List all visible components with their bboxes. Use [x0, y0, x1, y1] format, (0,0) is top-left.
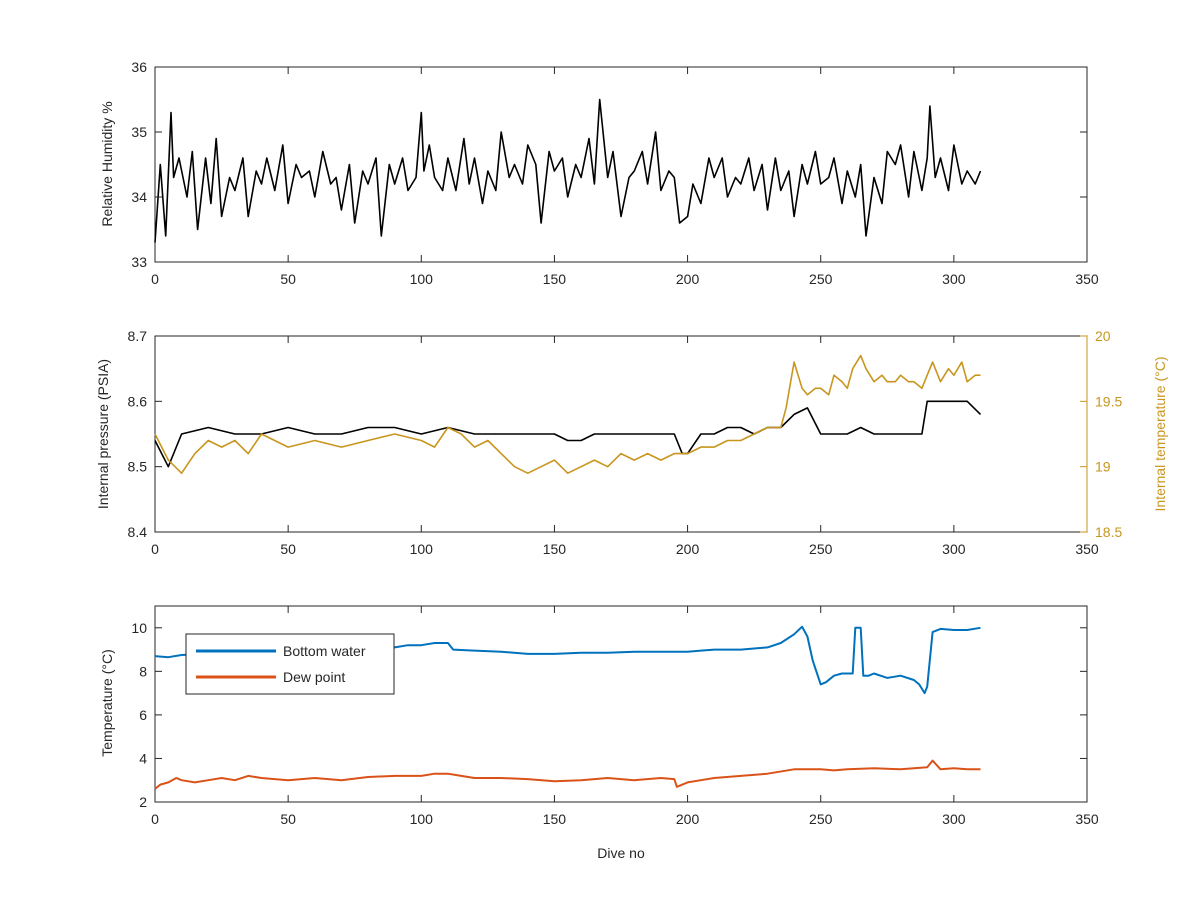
humidity-series-layer [154, 98, 982, 243]
right-y-tick-label: 20 [1095, 328, 1111, 344]
legend-box [185, 633, 395, 695]
y-tick-label: 8.5 [128, 459, 148, 475]
internal-temperature-series-line [154, 354, 981, 475]
legend-label-dew-point: Dew point [283, 669, 345, 685]
temperature-y-ticks: 2 4 6 8 10 [131, 620, 1087, 810]
right-y-tick-label: 19 [1095, 459, 1111, 475]
x-tick-label: 150 [543, 811, 567, 827]
y-tick-label: 8.7 [128, 328, 148, 344]
y-tick-label: 4 [139, 750, 147, 766]
x-tick-label: 350 [1075, 271, 1099, 287]
x-tick-label: 300 [942, 541, 966, 557]
x-tick-label: 100 [410, 271, 434, 287]
pressure-series-line [154, 400, 982, 468]
right-y-tick-label: 19.5 [1095, 393, 1122, 409]
x-tick-label: 150 [543, 271, 567, 287]
legend-label-bottom-water: Bottom water [283, 643, 366, 659]
y-tick-label: 8 [139, 663, 147, 679]
pressure-y-ticks: 8.4 8.5 8.6 8.7 [128, 328, 162, 540]
x-tick-label: 50 [280, 271, 296, 287]
dew-point-series-line [154, 759, 981, 790]
x-tick-label: 200 [676, 541, 700, 557]
x-tick-label: 250 [809, 271, 833, 287]
temperature-right-y-ticks: 18.5 19 19.5 20 [1080, 328, 1122, 540]
y-tick-label: 33 [131, 254, 147, 270]
pressure-panel: 0 50 100 150 200 250 300 350 8.48.58.68.7 18.51… [95, 328, 1168, 557]
x-tick-label: 100 [410, 811, 434, 827]
x-tick-label: 100 [410, 541, 434, 557]
x-tick-label: 150 [543, 541, 567, 557]
x-tick-label: 50 [280, 811, 296, 827]
y-tick-label: 35 [131, 124, 147, 140]
y-tick-label: 8.4 [128, 524, 148, 540]
y-tick-label: 36 [131, 59, 147, 75]
y-tick-label: 6 [139, 707, 147, 723]
x-tick-label: 250 [809, 811, 833, 827]
x-tick-label: 0 [151, 811, 159, 827]
y-tick-label: 2 [139, 794, 147, 810]
humidity-x-ticks: 0 50 100 150 200 250 300 350 [151, 67, 1099, 287]
pressure-x-ticks: 0 50 100 150 200 250 300 350 [151, 336, 1099, 557]
x-tick-label: 350 [1075, 541, 1099, 557]
y-tick-label: 34 [131, 189, 147, 205]
humidity-series-line [154, 98, 982, 243]
x-tick-label: 350 [1075, 811, 1099, 827]
humidity-y-ticks: 33 34 35 36 [131, 59, 1087, 270]
x-tick-label: 50 [280, 541, 296, 557]
humidity-axes-frame [154, 66, 1088, 263]
x-tick-label: 0 [151, 541, 159, 557]
temperature-x-ticks: 0 50 100 150 200 250 300 350 [151, 606, 1099, 827]
x-tick-label: 0 [151, 271, 159, 287]
x-tick-label: 300 [942, 811, 966, 827]
pressure-series-layer [154, 354, 982, 475]
humidity-y-axis-label: Relative Humidity % [99, 101, 115, 226]
pressure-y-axis-label: Internal pressure (PSIA) [95, 359, 111, 509]
x-tick-label: 200 [676, 271, 700, 287]
x-tick-label: 250 [809, 541, 833, 557]
humidity-panel: 0 50 100 150 200 250 300 350 33 34 35 36 Relative … [99, 59, 1099, 287]
legend: Bottom water Dew point [185, 633, 395, 695]
x-axis-label: Dive no [597, 845, 645, 861]
temperature-y-axis-label: Temperature (°C) [99, 649, 115, 757]
internal-temperature-axis-label: Internal temperature (°C) [1152, 357, 1168, 512]
x-tick-label: 200 [676, 811, 700, 827]
right-y-tick-label: 18.5 [1095, 524, 1122, 540]
x-tick-label: 300 [942, 271, 966, 287]
y-tick-label: 10 [131, 620, 147, 636]
temperature-panel: 0 50 100 150 200 250 300 350 2 4 6 8 10 Temperature… [99, 605, 1099, 861]
y-tick-label: 8.6 [128, 393, 148, 409]
